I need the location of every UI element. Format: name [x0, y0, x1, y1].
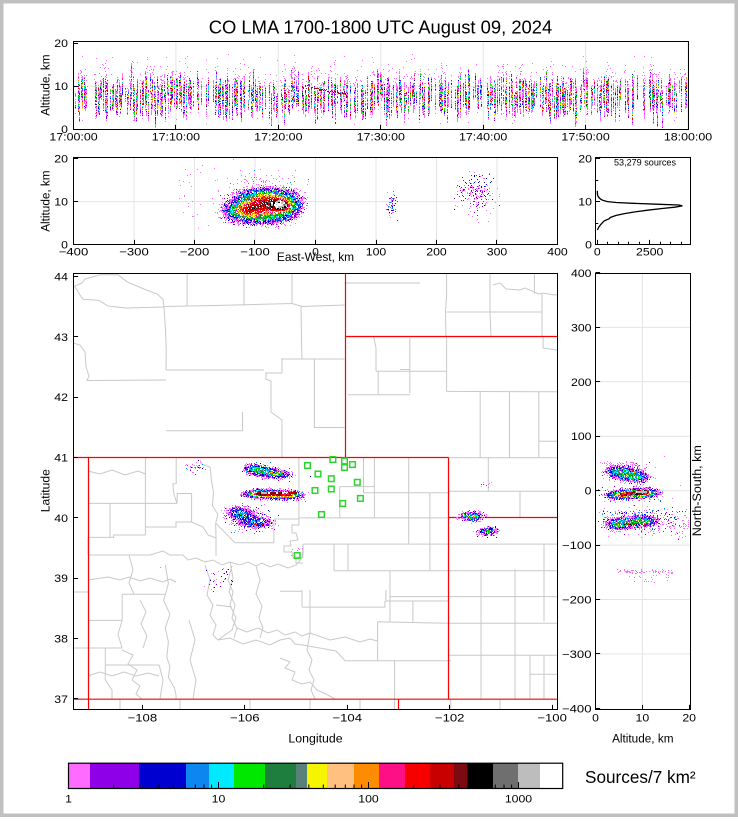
svg-text:−106: −106 — [230, 713, 260, 725]
svg-text:42: 42 — [54, 392, 68, 404]
svg-text:200: 200 — [571, 377, 592, 389]
svg-text:Sources/7 km²: Sources/7 km² — [585, 767, 696, 787]
svg-text:20: 20 — [682, 713, 696, 725]
svg-text:−300: −300 — [119, 246, 149, 258]
svg-text:17:50:00: 17:50:00 — [561, 132, 609, 144]
svg-text:−100: −100 — [537, 713, 567, 725]
svg-text:17:10:00: 17:10:00 — [152, 132, 200, 144]
svg-text:53,279 sources: 53,279 sources — [614, 158, 676, 168]
svg-text:1000: 1000 — [505, 794, 532, 806]
svg-text:18:00:00: 18:00:00 — [664, 132, 712, 144]
svg-text:10: 10 — [54, 81, 68, 93]
svg-text:10: 10 — [636, 713, 650, 725]
svg-text:−300: −300 — [562, 649, 592, 661]
svg-text:20: 20 — [578, 154, 592, 166]
svg-text:17:20:00: 17:20:00 — [254, 132, 302, 144]
svg-text:−108: −108 — [128, 713, 158, 725]
svg-text:44: 44 — [54, 271, 68, 283]
svg-text:38: 38 — [54, 633, 68, 645]
svg-text:300: 300 — [487, 246, 508, 258]
svg-text:200: 200 — [426, 246, 447, 258]
svg-text:Altitude, km: Altitude, km — [612, 731, 673, 745]
svg-text:2500: 2500 — [636, 246, 663, 258]
svg-text:10: 10 — [578, 197, 592, 209]
svg-text:100: 100 — [358, 794, 379, 806]
svg-text:17:00:00: 17:00:00 — [49, 132, 97, 144]
svg-text:10: 10 — [54, 197, 68, 209]
svg-text:300: 300 — [571, 322, 592, 334]
svg-text:100: 100 — [571, 431, 592, 443]
svg-text:−100: −100 — [240, 246, 270, 258]
svg-text:CO LMA 1700-1800 UTC August 09: CO LMA 1700-1800 UTC August 09, 2024 — [209, 17, 553, 38]
svg-text:Longitude: Longitude — [288, 731, 342, 745]
svg-text:0: 0 — [61, 124, 68, 136]
svg-text:−200: −200 — [562, 594, 592, 606]
svg-text:Altitude, km: Altitude, km — [39, 170, 53, 231]
svg-text:400: 400 — [547, 246, 568, 258]
svg-text:−400: −400 — [562, 703, 592, 715]
svg-text:39: 39 — [54, 573, 68, 585]
svg-text:20: 20 — [54, 154, 68, 166]
svg-text:43: 43 — [54, 332, 68, 344]
svg-text:0: 0 — [61, 240, 68, 252]
svg-text:North-South, km: North-South, km — [690, 445, 704, 536]
svg-text:−400: −400 — [59, 246, 89, 258]
svg-text:41: 41 — [54, 452, 68, 464]
svg-text:40: 40 — [54, 513, 68, 525]
svg-text:Altitude, km: Altitude, km — [39, 54, 53, 115]
svg-text:1: 1 — [65, 794, 72, 806]
svg-text:20: 20 — [54, 38, 68, 50]
svg-text:−200: −200 — [180, 246, 210, 258]
svg-text:0: 0 — [585, 486, 592, 498]
svg-text:0: 0 — [594, 246, 601, 258]
svg-text:Latitude: Latitude — [39, 469, 53, 512]
svg-text:0: 0 — [585, 240, 592, 252]
svg-text:17:30:00: 17:30:00 — [357, 132, 405, 144]
svg-text:−102: −102 — [435, 713, 465, 725]
svg-text:−104: −104 — [333, 713, 363, 725]
svg-text:100: 100 — [366, 246, 387, 258]
svg-text:0: 0 — [312, 246, 319, 258]
svg-text:0: 0 — [592, 713, 599, 725]
svg-text:10: 10 — [212, 794, 226, 806]
svg-text:400: 400 — [571, 268, 592, 280]
svg-text:−100: −100 — [562, 540, 592, 552]
svg-text:37: 37 — [54, 694, 68, 706]
svg-text:East-West, km: East-West, km — [277, 250, 354, 264]
svg-text:17:40:00: 17:40:00 — [459, 132, 507, 144]
